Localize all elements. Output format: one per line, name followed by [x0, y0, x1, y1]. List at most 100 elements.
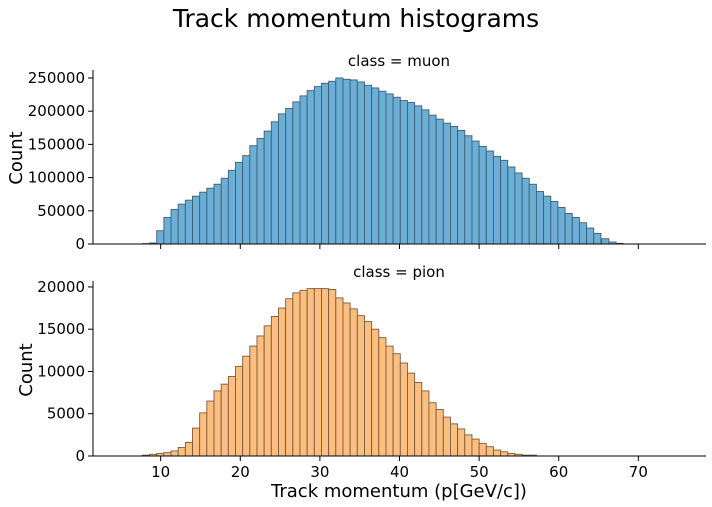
pion-x-tick-label: 70	[629, 463, 648, 481]
muon-bar	[550, 201, 559, 245]
pion-bar	[199, 412, 208, 457]
pion-bar	[428, 402, 437, 457]
muon-y-axis-label: Count	[6, 131, 27, 184]
pion-bar	[206, 400, 215, 457]
muon-bar	[177, 203, 186, 245]
figure-title: Track momentum histograms	[172, 4, 539, 33]
muon-y-tick-label: 200000	[28, 102, 85, 120]
muon-bar	[263, 130, 272, 245]
pion-bar	[227, 376, 236, 457]
pion-bar	[184, 442, 193, 457]
pion-y-ticks: 0 5000 10000 15000 20000	[37, 278, 93, 465]
pion-bar	[249, 345, 258, 457]
muon-y-ticks: 0 50000 100000 150000 200000 250000	[28, 69, 93, 253]
pion-bar	[177, 447, 186, 457]
pion-bar	[270, 316, 279, 457]
muon-bar	[471, 140, 480, 245]
pion-bar	[213, 390, 222, 457]
muon-bar	[235, 161, 244, 245]
pion-x-axis-label: Track momentum (p[GeV/c])	[270, 481, 527, 502]
muon-bar	[507, 166, 516, 245]
muon-bar	[285, 108, 294, 245]
muon-bar	[535, 191, 545, 245]
pion-bar	[442, 416, 451, 457]
muon-bar	[586, 227, 595, 245]
muon-bar	[220, 177, 229, 245]
muon-bar	[478, 145, 487, 245]
muon-bar	[392, 96, 401, 245]
pion-bar	[292, 292, 301, 457]
muon-bar	[371, 87, 380, 245]
muon-bar	[342, 78, 351, 245]
pion-bar	[371, 328, 380, 457]
muon-bar	[278, 113, 287, 245]
pion-bar	[242, 355, 251, 457]
muon-bar	[163, 216, 172, 245]
muon-bar	[485, 150, 494, 245]
pion-bar	[306, 288, 315, 457]
pion-x-tick-label: 10	[151, 463, 170, 481]
pion-bar	[385, 345, 394, 457]
muon-bar	[378, 90, 387, 245]
pion-bar	[414, 382, 423, 457]
muon-y-tick-label: 50000	[37, 202, 85, 220]
pion-bar	[278, 307, 287, 457]
muon-bars	[141, 77, 624, 245]
muon-y-tick-label: 0	[75, 235, 85, 253]
pion-bar	[500, 451, 509, 457]
pion-bar	[328, 289, 337, 457]
muon-bar	[199, 191, 208, 245]
pion-y-tick-label: 10000	[37, 362, 85, 380]
muon-bar	[213, 183, 222, 245]
muon-bar	[407, 102, 416, 245]
muon-bar	[385, 93, 394, 245]
muon-y-tick-label: 250000	[28, 69, 85, 87]
muon-bar	[399, 100, 408, 245]
pion-y-tick-label: 0	[75, 447, 85, 465]
muon-bar	[170, 209, 179, 245]
muon-bar	[349, 79, 358, 245]
muon-bar	[364, 84, 373, 245]
muon-y-tick-label: 100000	[28, 169, 85, 187]
muon-bar	[500, 159, 509, 245]
muon-bar	[543, 195, 552, 245]
muon-bar	[571, 216, 580, 245]
pion-bar	[464, 434, 473, 457]
pion-bar	[285, 298, 294, 457]
muon-bar	[521, 177, 530, 245]
pion-bar	[435, 409, 444, 457]
pion-bar	[485, 446, 494, 457]
pion-bar	[170, 450, 179, 457]
muon-bar	[421, 109, 430, 245]
pion-bar	[349, 308, 358, 457]
muon-panel-title: class = muon	[348, 52, 450, 70]
muon-bar	[450, 125, 459, 245]
pion-x-ticks: 10 20 30 40 50 60 70	[151, 456, 648, 481]
muon-bar	[356, 81, 365, 245]
pion-x-tick-label: 60	[549, 463, 568, 481]
pion-bar	[407, 372, 416, 457]
pion-bar	[256, 335, 265, 457]
muon-bar	[206, 187, 215, 245]
muon-bar	[414, 105, 423, 245]
pion-bar	[313, 288, 322, 457]
pion-x-tick-label: 50	[470, 463, 489, 481]
pion-y-axis-label: Count	[16, 343, 37, 396]
pion-histogram-panel: class = pion 0 5000 10000 15000 20000 10 20 30…	[16, 263, 706, 502]
pion-bar	[342, 302, 351, 457]
pion-y-tick-label: 15000	[37, 320, 85, 338]
muon-bar	[306, 90, 315, 245]
pion-bar	[235, 365, 244, 457]
muon-bar	[256, 137, 265, 245]
pion-panel-title: class = pion	[353, 263, 445, 281]
pion-bar	[263, 325, 272, 457]
muon-bar	[601, 238, 610, 245]
pion-bar	[220, 383, 229, 457]
muon-bar	[292, 101, 301, 245]
muon-bar	[321, 82, 330, 245]
muon-bar	[457, 129, 466, 245]
pion-bar	[399, 362, 408, 457]
pion-bar	[392, 353, 401, 457]
pion-bar	[492, 449, 502, 457]
